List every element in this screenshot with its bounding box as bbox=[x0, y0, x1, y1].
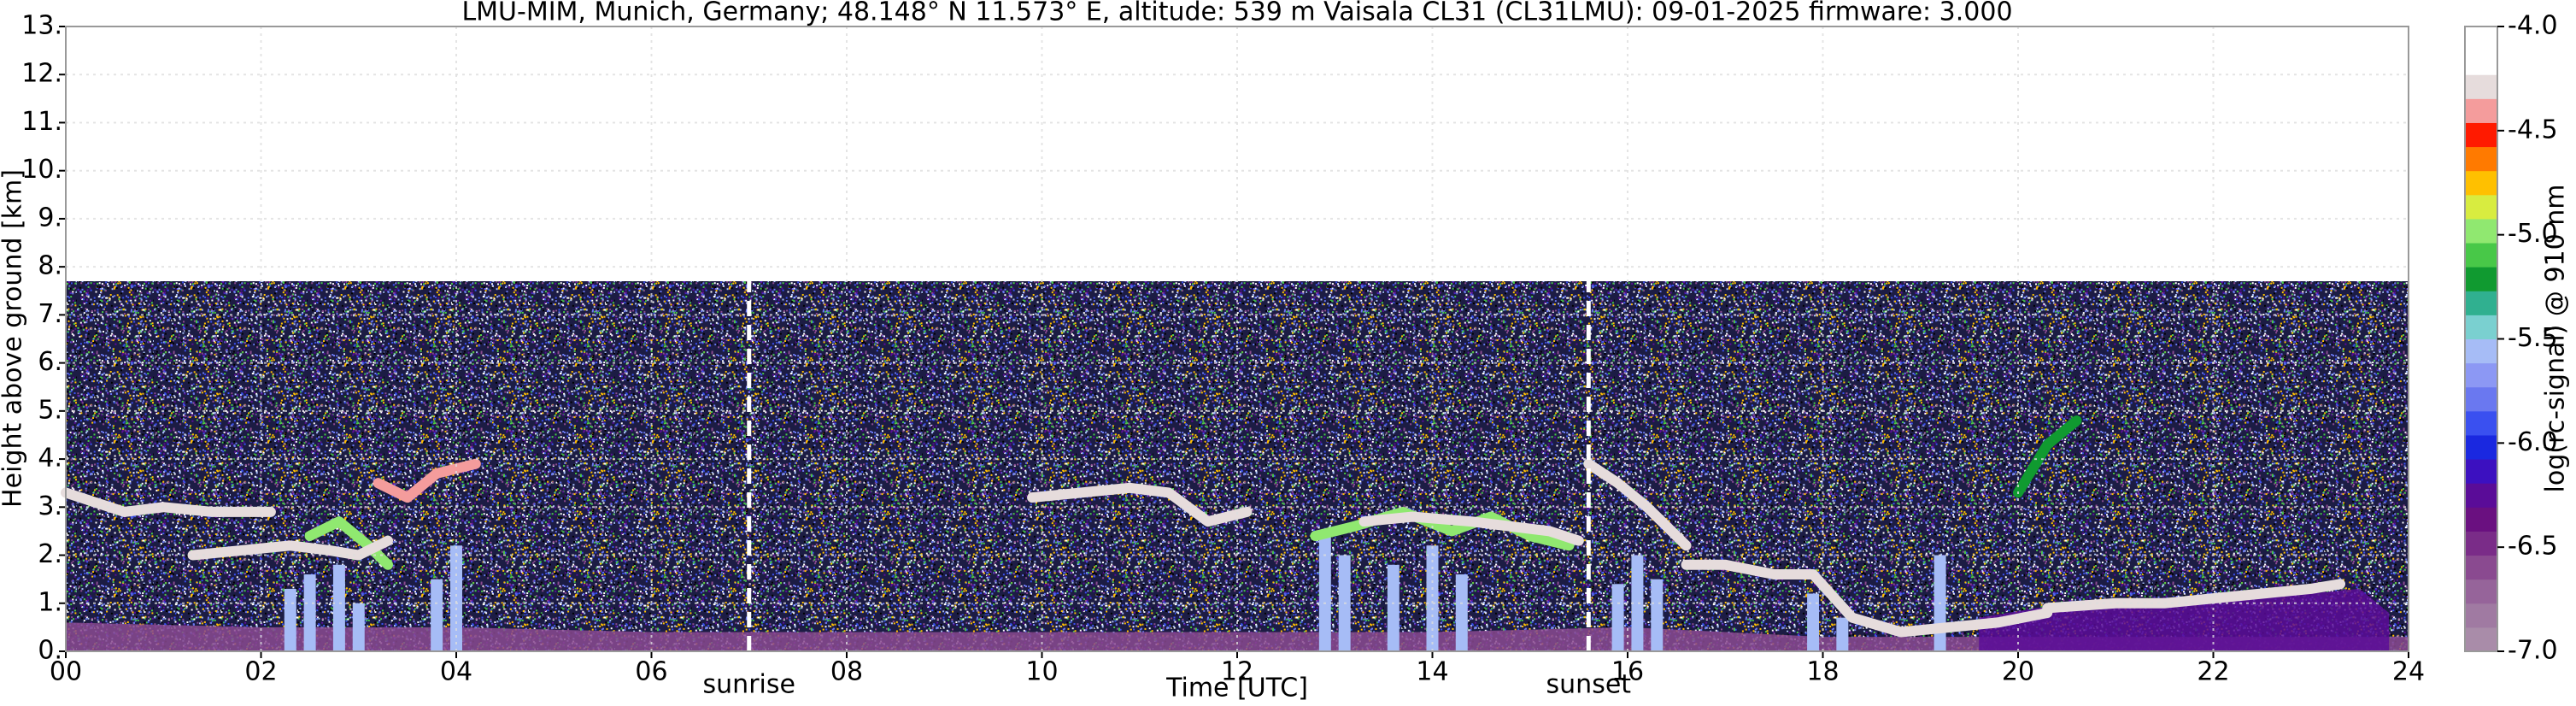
x-tick-label: 16 bbox=[1611, 657, 1644, 687]
cloud-layer bbox=[1310, 506, 1575, 551]
colorbar-band bbox=[2465, 218, 2497, 244]
colorbar-band bbox=[2465, 243, 2497, 268]
signal-column bbox=[1651, 579, 1664, 651]
y-tick-label: 11. bbox=[21, 107, 62, 137]
signal-column bbox=[1318, 531, 1331, 651]
signal-column bbox=[1455, 574, 1468, 651]
colorbar-band bbox=[2465, 74, 2497, 99]
x-tick-label: 12 bbox=[1221, 657, 1253, 687]
x-tick-label: 00 bbox=[50, 657, 82, 687]
y-axis-label: Height above ground [km] bbox=[0, 169, 28, 508]
signal-column bbox=[1836, 617, 1849, 651]
signal-column bbox=[431, 579, 443, 651]
colorbar-band bbox=[2465, 627, 2497, 652]
y-tick-label: 10. bbox=[21, 155, 62, 185]
signal-column bbox=[332, 564, 345, 651]
colorbar-band bbox=[2465, 555, 2497, 580]
signal-column bbox=[303, 574, 316, 651]
x-tick-label: 14 bbox=[1416, 657, 1448, 687]
signal-column bbox=[1426, 545, 1439, 651]
signal-column bbox=[1387, 564, 1399, 651]
colorbar-tick-label: -4.5 bbox=[2508, 115, 2558, 144]
colorbar-band bbox=[2465, 483, 2497, 508]
colorbar-band bbox=[2465, 434, 2497, 460]
colorbar-tick-label: -5.0 bbox=[2508, 219, 2558, 249]
y-tick-label: 3. bbox=[38, 491, 62, 521]
colorbar-band bbox=[2465, 98, 2497, 123]
signal-column bbox=[284, 588, 296, 651]
colorbar-tick-label: -4.0 bbox=[2508, 11, 2558, 41]
colorbar-tick-label: -5.5 bbox=[2508, 323, 2558, 353]
cloud-layer bbox=[61, 487, 276, 517]
signal-column bbox=[1807, 593, 1820, 651]
colorbar-band bbox=[2465, 170, 2497, 196]
y-tick-label: 2. bbox=[38, 539, 62, 569]
x-tick-label: 08 bbox=[830, 657, 863, 687]
x-tick-label: 24 bbox=[2392, 657, 2425, 687]
y-tick-label: 13. bbox=[21, 11, 62, 41]
x-tick-label: 18 bbox=[1806, 657, 1839, 687]
chart-title: LMU-MIM, Munich, Germany; 48.148° N 11.5… bbox=[461, 0, 2012, 27]
y-tick-label: 9. bbox=[38, 203, 62, 232]
cloud-layer bbox=[304, 516, 394, 570]
colorbar-band bbox=[2465, 459, 2497, 484]
cloud-layer bbox=[1027, 482, 1253, 527]
cloud-layer bbox=[187, 535, 394, 561]
event-label: sunrise bbox=[703, 670, 795, 700]
cloud-layer bbox=[1681, 559, 2053, 638]
colorbar-band bbox=[2465, 146, 2497, 172]
colorbar-band bbox=[2465, 122, 2497, 148]
y-tick-label: 0. bbox=[38, 636, 62, 666]
colorbar-band bbox=[2465, 507, 2497, 532]
y-tick-label: 8. bbox=[38, 251, 62, 281]
cloud-layer bbox=[1583, 458, 1692, 551]
plot-frame bbox=[65, 26, 2409, 652]
colorbar-band bbox=[2465, 410, 2497, 436]
event-label: sunset bbox=[1546, 670, 1632, 700]
signal-column bbox=[1611, 584, 1624, 651]
signal-column bbox=[352, 603, 365, 651]
x-tick-label: 04 bbox=[440, 657, 472, 687]
colorbar-tick-label: -7.0 bbox=[2508, 636, 2558, 666]
signal-column bbox=[1631, 555, 1644, 651]
cloud-layer bbox=[373, 458, 481, 503]
y-tick-label: 6. bbox=[38, 347, 62, 377]
colorbar-tick-label: -6.5 bbox=[2508, 532, 2558, 562]
x-tick-label: 20 bbox=[2002, 657, 2034, 687]
y-tick-label: 1. bbox=[38, 587, 62, 617]
colorbar-band bbox=[2465, 338, 2497, 364]
colorbar-band bbox=[2465, 603, 2497, 628]
x-tick-label: 22 bbox=[2197, 657, 2229, 687]
x-tick-label: 02 bbox=[244, 657, 277, 687]
cloud-layer bbox=[2013, 415, 2082, 498]
signal-column bbox=[450, 545, 462, 651]
x-axis-label: Time [UTC] bbox=[1165, 674, 1308, 703]
colorbar-band bbox=[2465, 26, 2497, 51]
colorbar-band bbox=[2465, 315, 2497, 339]
colorbar-band bbox=[2465, 362, 2497, 388]
colorbar-band bbox=[2465, 194, 2497, 220]
cloud-layer bbox=[1358, 511, 1584, 546]
y-tick-label: 7. bbox=[38, 299, 62, 329]
colorbar-band bbox=[2465, 531, 2497, 556]
colorbar-label: log(rc-signal) @ 910 nm bbox=[2541, 185, 2571, 493]
colorbar-band bbox=[2465, 291, 2497, 315]
x-tick-label: 10 bbox=[1025, 657, 1058, 687]
y-tick-label: 12. bbox=[21, 59, 62, 89]
colorbar-band bbox=[2465, 50, 2497, 75]
colorbar-band bbox=[2465, 579, 2497, 604]
colorbar-band bbox=[2465, 267, 2497, 291]
colorbar-band bbox=[2465, 386, 2497, 412]
colorbar-tick-label: -6.0 bbox=[2508, 427, 2558, 457]
y-tick-label: 5. bbox=[38, 395, 62, 425]
cloud-layer bbox=[2042, 579, 2346, 614]
x-tick-label: 06 bbox=[635, 657, 667, 687]
y-tick-label: 4. bbox=[38, 444, 62, 474]
